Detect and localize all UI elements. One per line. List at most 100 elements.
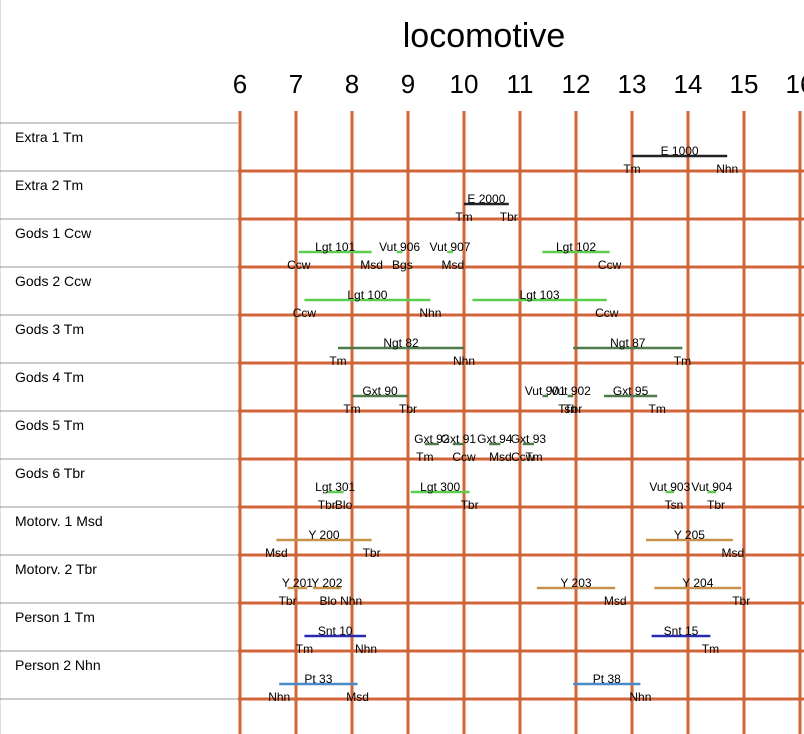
trip-name-label: Vut 901: [525, 384, 566, 398]
trip-name-label: Vut 902: [550, 384, 591, 398]
trip-name-label: Y 204: [682, 576, 713, 590]
trip-name-label: Y 201: [282, 576, 313, 590]
trip-to-station: Msd: [604, 594, 627, 608]
hour-tick-label: 9: [401, 69, 415, 99]
trip-name-label: Lgt 300: [420, 480, 460, 494]
row-label: Person 2 Nhn: [15, 657, 101, 673]
trip-name-label: Vut 904: [691, 480, 732, 494]
trip-to-station: Tbr: [707, 498, 725, 512]
hour-tick-label: 13: [618, 69, 647, 99]
trip-name-label: Pt 33: [304, 672, 332, 686]
row-label: Gods 5 Tm: [15, 417, 84, 433]
trip-name-label: Y 200: [308, 528, 339, 542]
trip-name-label: Gxt 91: [441, 432, 477, 446]
trip-from-station: Tbr: [279, 594, 297, 608]
row-label: Gods 4 Tm: [15, 369, 84, 385]
trip-from-station: Tm: [296, 642, 313, 656]
row-label: Motorv. 1 Msd: [15, 513, 103, 529]
row-label: Gods 6 Tbr: [15, 465, 85, 481]
hour-ticks-layer: 6 7 8 9 10 11 12 13 14 15 16: [233, 69, 804, 99]
trip-name-label: Snt 15: [664, 624, 699, 638]
trip-name-label: Vut 903: [649, 480, 690, 494]
trip-to-station: Bgs: [392, 258, 413, 272]
row-label: Gods 2 Ccw: [15, 273, 92, 289]
hour-tick-label: 14: [674, 69, 703, 99]
trip-from-station: Tbr: [318, 498, 336, 512]
trip-to-station: Nhn: [419, 306, 441, 320]
trip-to-station: Tbr: [732, 594, 750, 608]
trip-to-station: Tbr: [399, 402, 417, 416]
trip-name-label: Gxt 92: [414, 432, 450, 446]
trip-to-station: Tbr: [500, 210, 518, 224]
trip-from-station: Tm: [416, 450, 433, 464]
trip-to-station: Ccw: [452, 450, 476, 464]
hour-tick-label: 15: [730, 69, 759, 99]
hour-tick-label: 12: [562, 69, 591, 99]
row-label: Gods 1 Ccw: [15, 225, 92, 241]
trip-name-label: Gxt 93: [511, 432, 547, 446]
trip-name-label: Y 202: [311, 576, 342, 590]
trip-to-station: Tm: [525, 450, 542, 464]
trip-name-label: Gxt 90: [362, 384, 398, 398]
trip-to-station: Tm: [702, 642, 719, 656]
trip-from-station: Tsn: [558, 402, 577, 416]
trip-name-label: Lgt 103: [520, 288, 560, 302]
trip-from-station: Ccw: [511, 450, 535, 464]
trip-name-label: Gxt 94: [477, 432, 513, 446]
trip-name-label: Lgt 100: [347, 288, 387, 302]
row-label: Motorv. 2 Tbr: [15, 561, 97, 577]
trip-from-station: Ccw: [293, 306, 317, 320]
trip-name-label: Vut 906: [379, 240, 420, 254]
trip-to-station: Tbr: [363, 546, 381, 560]
trip-name-label: Ngt 87: [610, 336, 646, 350]
trip-to-station: Ccw: [595, 306, 619, 320]
row-label: Person 1 Tm: [15, 609, 95, 625]
trip-to-station: Ccw: [598, 258, 622, 272]
trip-to-station: Tm: [649, 402, 666, 416]
trip-to-station: Msd: [346, 690, 369, 704]
trip-name-label: Snt 10: [318, 624, 353, 638]
trip-from-station: Ccw: [287, 258, 311, 272]
row-label: Extra 1 Tm: [15, 129, 83, 145]
hour-tick-label: 16: [786, 69, 804, 99]
trip-to-station: Msd: [489, 450, 512, 464]
trip-name-label: Vut 907: [430, 240, 471, 254]
trip-to-station: Tbr: [461, 498, 479, 512]
trip-from-station: Tm: [455, 210, 472, 224]
row-label: Extra 2 Tm: [15, 177, 83, 193]
trip-to-station: Tsn: [665, 498, 684, 512]
trip-to-station: Tm: [674, 354, 691, 368]
hour-tick-label: 7: [289, 69, 303, 99]
trip-from-station: Nhn: [268, 690, 290, 704]
grid-layer: [238, 111, 804, 734]
trip-from-station: Tm: [343, 402, 360, 416]
trip-name-label: Lgt 101: [315, 240, 355, 254]
trip-to-station: Tbr: [564, 402, 582, 416]
trip-name-label: E 1000: [661, 144, 699, 158]
trip-to-station: Nhn: [716, 162, 738, 176]
row-labels-layer: Extra 1 Tm Extra 2 Tm Gods 1 Ccw Gods 2 Ccw…: [0, 0, 238, 734]
trip-to-station: Msd: [441, 258, 464, 272]
hour-tick-label: 6: [233, 69, 247, 99]
trip-to-station: Msd: [360, 258, 383, 272]
trip-name-label: Lgt 301: [315, 480, 355, 494]
trip-to-station: Msd: [721, 546, 744, 560]
trip-to-station: Blo: [335, 498, 353, 512]
trip-name-label: Lgt 102: [556, 240, 596, 254]
trip-name-label: Y 205: [674, 528, 705, 542]
hour-tick-label: 10: [450, 69, 479, 99]
row-label: Gods 3 Tm: [15, 321, 84, 337]
trip-to-station: Nhn: [453, 354, 475, 368]
trip-from-station: Msd: [265, 546, 288, 560]
hour-tick-label: 8: [345, 69, 359, 99]
trip-to-station: Blo Nhn: [319, 594, 362, 608]
trip-from-station: Tm: [623, 162, 640, 176]
trip-to-station: Nhn: [355, 642, 377, 656]
trip-name-label: Y 203: [560, 576, 591, 590]
trip-name-label: Pt 38: [593, 672, 621, 686]
chart-title: locomotive: [403, 17, 566, 55]
trip-name-label: E 2000: [467, 192, 505, 206]
hour-tick-label: 11: [507, 69, 534, 99]
